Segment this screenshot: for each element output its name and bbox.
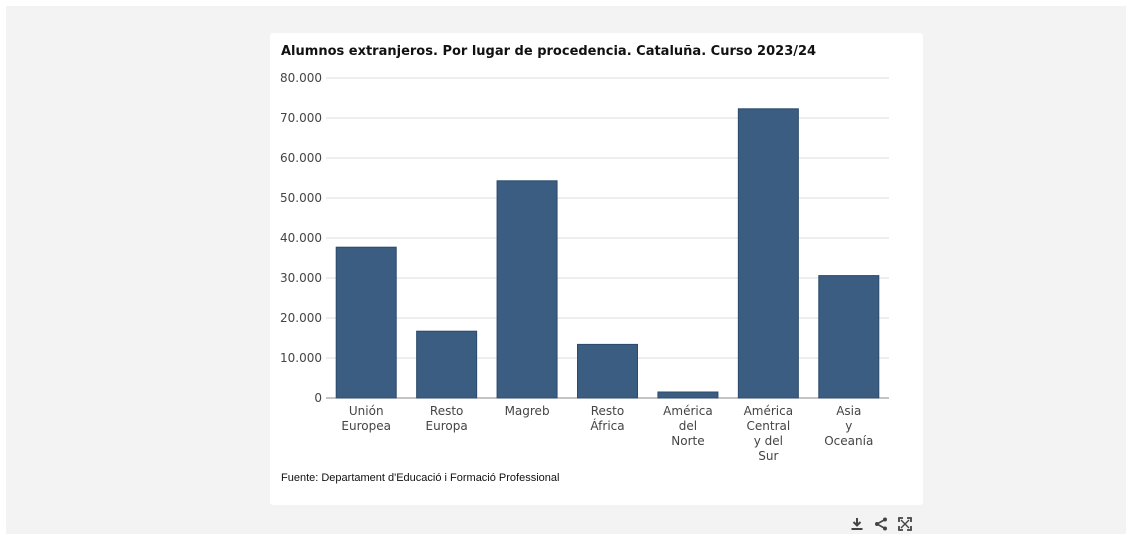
- y-tick-label: 30.000: [280, 271, 322, 285]
- bar-chart: 0 10.000 20.000 30.000 40.000 50.000 60.000 70.…: [280, 71, 889, 463]
- y-axis-ticks: 0 10.000 20.000 30.000 40.000 50.000 60.000 70.…: [280, 71, 322, 405]
- share-icon: [875, 517, 887, 531]
- bar[interactable]: [496, 180, 558, 399]
- bar[interactable]: [416, 330, 478, 399]
- bars: [335, 108, 880, 399]
- x-tick-label: Unión Europea: [341, 404, 391, 433]
- bar[interactable]: [737, 108, 799, 399]
- y-tick-label: 70.000: [280, 111, 322, 125]
- y-tick-label: 10.000: [280, 351, 322, 365]
- bar[interactable]: [335, 246, 397, 399]
- x-axis-ticks: Unión Europea Resto Europa Magreb Resto África…: [341, 404, 873, 463]
- chart-title: Alumnos extranjeros. Por lugar de proced…: [281, 44, 817, 59]
- bar[interactable]: [577, 343, 638, 399]
- fullscreen-button[interactable]: [896, 515, 914, 533]
- y-tick-label: 40.000: [280, 231, 322, 245]
- download-icon: [851, 518, 863, 530]
- bar[interactable]: [818, 275, 880, 399]
- x-tick-label: América Central y del Sur: [744, 404, 794, 463]
- share-button[interactable]: [872, 515, 890, 533]
- x-tick-label: Resto Europa: [426, 404, 468, 433]
- x-tick-label: América del Norte: [663, 404, 713, 448]
- y-tick-label: 50.000: [280, 191, 322, 205]
- fullscreen-icon: [898, 517, 912, 531]
- bar[interactable]: [657, 391, 719, 399]
- x-tick-label: Asia y Oceanía: [824, 404, 873, 448]
- chart-toolbar: [848, 514, 914, 534]
- x-tick-label: Resto África: [590, 404, 624, 433]
- chart-card: Alumnos extranjeros. Por lugar de proced…: [270, 33, 923, 505]
- x-tick-label: Magreb: [505, 404, 550, 418]
- source-note: Fuente: Departament d'Educació i Formaci…: [281, 472, 560, 484]
- y-tick-label: 60.000: [280, 151, 322, 165]
- y-tick-label: 20.000: [280, 311, 322, 325]
- y-tick-label: 80.000: [280, 71, 322, 85]
- y-tick-label: 0: [314, 391, 322, 405]
- download-button[interactable]: [848, 515, 866, 533]
